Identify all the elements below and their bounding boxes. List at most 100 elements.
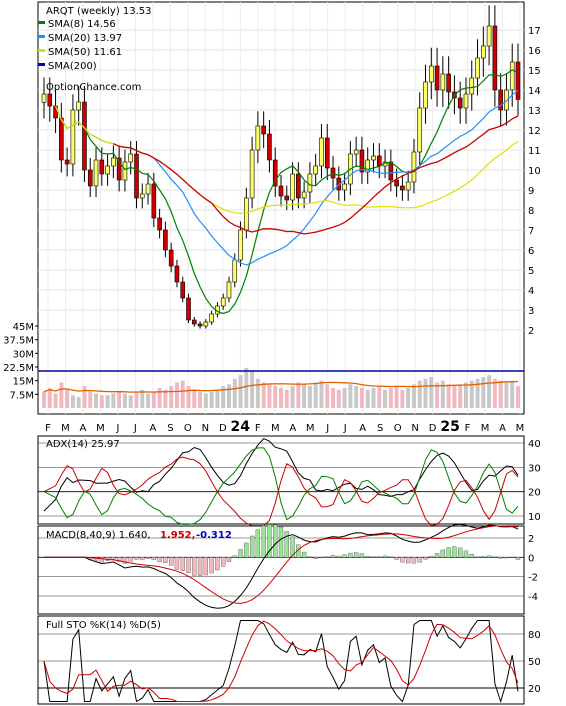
macd-histogram-bar <box>342 554 347 558</box>
volume-bar <box>261 382 266 408</box>
volume-bar <box>180 380 185 408</box>
macd-histogram-bar <box>93 557 99 562</box>
macd-histogram-bar <box>498 557 503 559</box>
volume-bar <box>383 389 388 408</box>
volume-bar <box>209 391 214 408</box>
candle-body <box>457 97 463 109</box>
candle-body <box>105 165 110 175</box>
candle-body <box>376 155 382 167</box>
macd-histogram-bar <box>151 557 156 561</box>
candle-body <box>134 153 139 199</box>
macd-histogram-bar <box>429 556 434 558</box>
x-tick-label: O <box>394 423 402 434</box>
macd-hist-value: -0.312 <box>196 530 232 541</box>
panel-tick-label: 0 <box>528 553 534 564</box>
x-tick-label: F <box>255 423 261 434</box>
macd-histogram-bar <box>365 556 370 558</box>
candle-body <box>70 109 76 165</box>
macd-histogram-bar <box>249 535 255 558</box>
candle-body <box>509 61 515 91</box>
price-tick-label: 2 <box>528 326 534 337</box>
price-tick-label: 9 <box>528 186 534 197</box>
candle-body <box>111 157 116 167</box>
volume-bar <box>215 389 220 408</box>
sto-d-line <box>43 620 519 702</box>
volume-bar <box>463 382 468 408</box>
volume-bar <box>128 395 133 408</box>
price-tick-label: 3 <box>528 306 534 317</box>
panel-tick-label: -4 <box>528 592 538 603</box>
candle-body <box>41 93 47 103</box>
volume-bar <box>423 378 428 408</box>
x-tick-label: 24 <box>231 419 251 435</box>
macd-histogram-bar <box>336 555 341 558</box>
volume-bar <box>475 378 480 408</box>
volume-bar <box>244 367 249 408</box>
macd-histogram-bar <box>197 557 203 576</box>
candle-body <box>93 159 99 187</box>
volume-bar <box>481 377 486 408</box>
macd-histogram-bar <box>359 553 365 558</box>
candle-body <box>394 179 399 187</box>
macd-histogram-bar <box>255 529 261 558</box>
sma8-line <box>55 69 519 315</box>
x-tick-label: N <box>411 423 418 434</box>
macd-histogram-bar <box>440 549 446 558</box>
panel-tick-label: -2 <box>528 573 538 584</box>
volume-bar <box>76 397 81 408</box>
candle-body <box>180 281 186 299</box>
panel-tick-label: 10 <box>528 512 541 523</box>
volume-bar <box>411 384 416 408</box>
macd-histogram-bar <box>388 556 393 558</box>
x-tick-label: F <box>465 423 471 434</box>
candle-body <box>122 161 128 181</box>
volume-bar <box>394 386 399 408</box>
volume-bar <box>94 393 99 408</box>
candle-body <box>163 229 168 251</box>
volume-bar <box>290 386 295 408</box>
volume-bar <box>359 387 364 408</box>
volume-bar <box>348 384 353 408</box>
volume-bar <box>88 391 93 408</box>
macd-histogram-bar <box>209 557 214 574</box>
volume-bar <box>435 382 440 408</box>
volume-tick-label: 22.5M <box>3 363 34 374</box>
candle-body <box>232 259 238 283</box>
candle-body <box>168 249 174 267</box>
candle-body <box>417 107 423 153</box>
macd-histogram-bar <box>145 557 151 559</box>
macd-histogram-bar <box>458 547 463 558</box>
panel-tick-label: 30 <box>528 463 541 474</box>
panel-tick-label: 20 <box>528 488 541 499</box>
macd-histogram-bar <box>284 531 289 558</box>
volume-bar <box>255 378 260 408</box>
volume-bar <box>429 377 434 408</box>
macd-histogram-bar <box>301 551 307 558</box>
macd-histogram-bar <box>330 555 336 558</box>
candle-body <box>411 151 417 183</box>
candle-body <box>186 297 191 321</box>
candle-body <box>515 61 521 100</box>
price-tick-label: 8 <box>528 206 534 217</box>
macd-histogram-bar <box>452 546 457 558</box>
macd-histogram-bar <box>267 524 272 558</box>
candle-body <box>475 57 480 79</box>
macd-histogram-bar <box>273 524 278 558</box>
macd-histogram-bar <box>319 557 324 558</box>
macd-histogram-bar <box>382 555 388 558</box>
volume-bar <box>336 389 341 408</box>
candle-body <box>434 65 440 91</box>
candle-body <box>203 321 209 327</box>
x-tick-label: M <box>61 423 70 434</box>
macd-histogram-bar <box>406 557 411 564</box>
adx-panel: 40 30 20 10 ADX(14) 25.97 <box>37 435 541 527</box>
volume-bar <box>47 387 52 408</box>
macd-histogram-bar <box>163 557 168 563</box>
volume-bar <box>111 393 116 408</box>
candle-body <box>342 183 347 191</box>
price-tick-label: 4 <box>528 286 534 297</box>
volume-bar <box>469 380 474 408</box>
legend-label: SMA(50) 11.61 <box>48 47 122 58</box>
macd-histogram-bar <box>377 556 382 558</box>
